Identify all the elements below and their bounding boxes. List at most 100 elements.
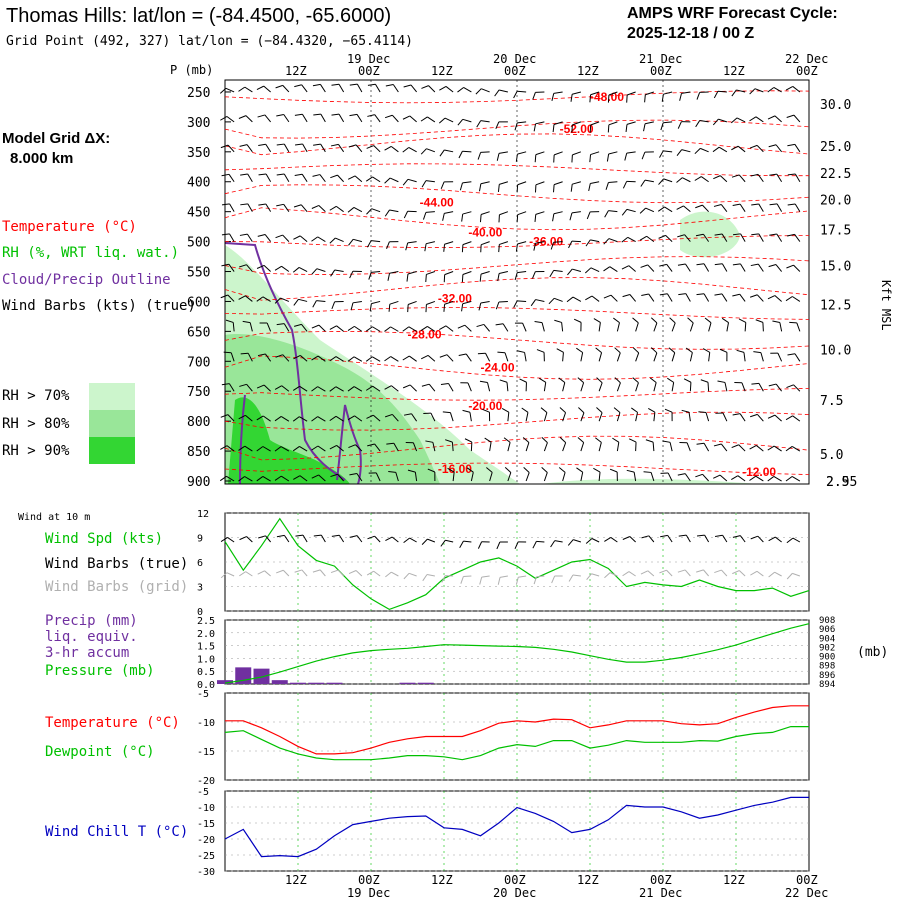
wind-barb [785, 85, 801, 93]
barb-staff [774, 295, 782, 302]
pressure-y2-tick: 908 [819, 616, 835, 626]
legend-rh90-label: RH > 90% [2, 443, 70, 459]
top-date-label: 20 Dec [493, 52, 536, 66]
barb-flag [614, 347, 621, 354]
barb-flag [347, 415, 355, 421]
barb-staff [335, 237, 344, 243]
barb-flag [349, 535, 358, 538]
temperature-legend: Temperature (°C) [45, 715, 180, 731]
barb-flag [461, 244, 464, 253]
wind-barb [366, 145, 381, 153]
wind-barb [645, 439, 655, 452]
barb-staff [487, 382, 491, 392]
wind-barb [239, 233, 253, 242]
barb-staff [391, 114, 399, 123]
barb-flag [694, 148, 701, 155]
wind-barb [548, 297, 563, 305]
barb-staff [777, 352, 783, 362]
barb-flag [714, 293, 723, 296]
surface-wind-barb-true [313, 534, 326, 543]
barb-flag [311, 236, 319, 242]
barb-flag [403, 572, 410, 580]
wind-barbs-grid-legend: Wind Barbs (grid) [45, 579, 188, 595]
wind-barb [552, 211, 563, 222]
legend-rh80-label: RH > 80% [2, 416, 70, 432]
barb-staff [635, 412, 639, 422]
wind-barb [384, 326, 399, 332]
barb-flag [789, 321, 797, 324]
barb-staff [338, 144, 345, 153]
barb-flag [628, 438, 637, 443]
barb-staff [609, 572, 618, 577]
wind-barb [632, 317, 639, 332]
barb-staff [354, 325, 363, 332]
wind-barb [577, 437, 585, 452]
barb-flag [751, 233, 759, 236]
wind-barb [293, 204, 308, 212]
barb-staff [499, 241, 509, 245]
barb-flag [732, 203, 741, 206]
barb-flag [276, 143, 285, 146]
barb-flag [519, 378, 527, 383]
barb-flag [445, 439, 453, 443]
barb-staff [299, 385, 308, 392]
barb-flag [694, 176, 702, 181]
barb-staff [462, 181, 472, 184]
isotherm-label: -32.00 [438, 291, 472, 305]
barb-flag [402, 147, 410, 153]
wind-barb [221, 383, 235, 392]
precip-panel-ytick: 2.0 [197, 629, 215, 640]
barb-flag [576, 467, 583, 473]
barb-flag [534, 214, 537, 222]
barb-flag [292, 267, 300, 273]
wind-barb [730, 117, 746, 124]
surface-wind-barb-grid [479, 575, 490, 585]
barb-flag [331, 83, 340, 86]
barb-staff [428, 383, 436, 392]
wind-panel-title: Wind at 10 m [18, 512, 90, 523]
barb-staff [793, 114, 801, 123]
wind-barb [366, 414, 381, 422]
barb-flag [256, 446, 264, 452]
barb-flag [650, 347, 658, 354]
wind-barb [220, 414, 235, 422]
wind-barb [403, 210, 417, 219]
barb-staff [626, 208, 636, 213]
barb-flag [242, 320, 251, 324]
barb-staff [445, 86, 454, 93]
bottom-time-label: 12Z [723, 873, 745, 887]
barb-staff [553, 241, 563, 243]
barb-flag [639, 235, 647, 241]
barb-staff [317, 355, 326, 362]
barb-staff [462, 241, 472, 246]
barb-flag [624, 153, 628, 161]
barb-staff [389, 177, 399, 183]
barb-flag [683, 378, 692, 383]
barb-staff [774, 115, 782, 123]
barb-staff [517, 181, 527, 186]
barb-staff [301, 324, 308, 332]
wind-barb [220, 116, 235, 123]
barb-flag [498, 214, 500, 223]
barb-staff [499, 181, 509, 185]
isotherm-line [224, 207, 810, 231]
wind-barb [606, 151, 618, 162]
wind-barb [368, 472, 381, 482]
wind-barb [329, 205, 344, 213]
barb-staff [791, 476, 801, 482]
wind-barb [457, 118, 472, 126]
barb-staff [337, 473, 345, 482]
wind-barb [311, 445, 326, 452]
barb-flag [367, 443, 375, 447]
barb-flag [571, 154, 573, 163]
pressure-y2-tick: 898 [819, 662, 835, 672]
barb-flag [330, 269, 336, 277]
barb-flag [548, 297, 555, 305]
barb-staff [543, 412, 548, 422]
barb-flag [668, 347, 676, 354]
barb-staff [535, 181, 545, 186]
barb-flag [676, 205, 684, 210]
wind-barb [586, 211, 600, 220]
barb-flag [669, 317, 676, 324]
barb-flag [677, 234, 685, 238]
